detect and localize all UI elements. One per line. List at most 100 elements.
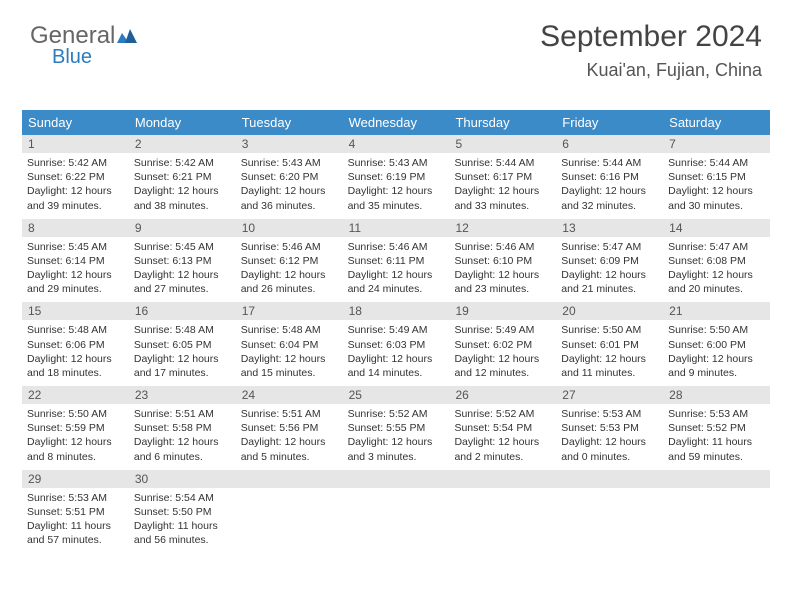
day-number: 28 <box>663 386 770 404</box>
day-line: Daylight: 11 hours <box>27 519 124 533</box>
week-block: 891011121314Sunrise: 5:45 AMSunset: 6:14… <box>22 219 770 303</box>
day-number: 2 <box>129 135 236 153</box>
day-text: Sunrise: 5:48 AMSunset: 6:06 PMDaylight:… <box>27 323 124 380</box>
day-line: Daylight: 12 hours <box>561 435 658 449</box>
day-line: Daylight: 12 hours <box>241 268 338 282</box>
day-number: 26 <box>449 386 556 404</box>
day-line: Sunset: 6:15 PM <box>668 170 765 184</box>
day-line: Sunset: 6:06 PM <box>27 338 124 352</box>
logo-text-2: Blue <box>52 46 92 69</box>
day-cell: Sunrise: 5:44 AMSunset: 6:17 PMDaylight:… <box>449 153 556 219</box>
day-line: Sunrise: 5:50 AM <box>27 407 124 421</box>
day-number-row: 22232425262728 <box>22 386 770 404</box>
day-line: and 29 minutes. <box>27 282 124 296</box>
day-line: Sunrise: 5:48 AM <box>241 323 338 337</box>
week-row: Sunrise: 5:48 AMSunset: 6:06 PMDaylight:… <box>22 320 770 386</box>
day-line: and 3 minutes. <box>348 450 445 464</box>
week-block: 22232425262728Sunrise: 5:50 AMSunset: 5:… <box>22 386 770 470</box>
day-line: and 20 minutes. <box>668 282 765 296</box>
day-cell: Sunrise: 5:50 AMSunset: 5:59 PMDaylight:… <box>22 404 129 470</box>
weekday-header: Tuesday <box>236 110 343 135</box>
day-cell: Sunrise: 5:46 AMSunset: 6:11 PMDaylight:… <box>343 237 450 303</box>
day-line: Sunrise: 5:50 AM <box>668 323 765 337</box>
day-text: Sunrise: 5:53 AMSunset: 5:51 PMDaylight:… <box>27 491 124 548</box>
day-line: Sunrise: 5:46 AM <box>348 240 445 254</box>
weekday-header: Sunday <box>22 110 129 135</box>
day-cell: Sunrise: 5:51 AMSunset: 5:56 PMDaylight:… <box>236 404 343 470</box>
day-line: and 27 minutes. <box>134 282 231 296</box>
weekday-header: Thursday <box>449 110 556 135</box>
day-line: Sunrise: 5:51 AM <box>134 407 231 421</box>
day-text: Sunrise: 5:45 AMSunset: 6:14 PMDaylight:… <box>27 240 124 297</box>
day-line: Sunset: 5:53 PM <box>561 421 658 435</box>
day-line: Sunset: 6:13 PM <box>134 254 231 268</box>
day-cell <box>449 488 556 554</box>
day-cell <box>556 488 663 554</box>
day-line: Sunrise: 5:48 AM <box>134 323 231 337</box>
day-line: and 26 minutes. <box>241 282 338 296</box>
day-cell: Sunrise: 5:49 AMSunset: 6:02 PMDaylight:… <box>449 320 556 386</box>
day-text: Sunrise: 5:46 AMSunset: 6:10 PMDaylight:… <box>454 240 551 297</box>
day-cell: Sunrise: 5:43 AMSunset: 6:20 PMDaylight:… <box>236 153 343 219</box>
day-number-row: 1234567 <box>22 135 770 153</box>
day-text: Sunrise: 5:51 AMSunset: 5:58 PMDaylight:… <box>134 407 231 464</box>
day-number: 16 <box>129 302 236 320</box>
day-cell: Sunrise: 5:49 AMSunset: 6:03 PMDaylight:… <box>343 320 450 386</box>
day-line: Sunset: 5:55 PM <box>348 421 445 435</box>
day-line: Sunrise: 5:54 AM <box>134 491 231 505</box>
week-row: Sunrise: 5:53 AMSunset: 5:51 PMDaylight:… <box>22 488 770 554</box>
day-line: Daylight: 12 hours <box>348 435 445 449</box>
day-cell: Sunrise: 5:46 AMSunset: 6:12 PMDaylight:… <box>236 237 343 303</box>
day-cell: Sunrise: 5:45 AMSunset: 6:14 PMDaylight:… <box>22 237 129 303</box>
day-line: and 23 minutes. <box>454 282 551 296</box>
day-line: Sunset: 5:59 PM <box>27 421 124 435</box>
day-line: Sunrise: 5:47 AM <box>668 240 765 254</box>
day-number: 24 <box>236 386 343 404</box>
week-row: Sunrise: 5:50 AMSunset: 5:59 PM Daylight:… <box>22 404 770 470</box>
day-number: 20 <box>556 302 663 320</box>
day-cell: Sunrise: 5:44 AMSunset: 6:16 PMDaylight:… <box>556 153 663 219</box>
day-line: and 17 minutes. <box>134 366 231 380</box>
day-cell: Sunrise: 5:53 AMSunset: 5:53 PMDaylight:… <box>556 404 663 470</box>
day-number: 10 <box>236 219 343 237</box>
day-text: Sunrise: 5:53 AMSunset: 5:53 PMDaylight:… <box>561 407 658 464</box>
day-line: Daylight: 12 hours <box>27 352 124 366</box>
day-cell: Sunrise: 5:51 AMSunset: 5:58 PMDaylight:… <box>129 404 236 470</box>
day-cell: Sunrise: 5:52 AMSunset: 5:55 PMDaylight:… <box>343 404 450 470</box>
day-line: Sunset: 6:09 PM <box>561 254 658 268</box>
day-line: Sunrise: 5:47 AM <box>561 240 658 254</box>
day-number: 19 <box>449 302 556 320</box>
weekday-header-row: Sunday Monday Tuesday Wednesday Thursday… <box>22 110 770 135</box>
day-cell: Sunrise: 5:42 AMSunset: 6:22 PMDaylight:… <box>22 153 129 219</box>
weekday-header: Friday <box>556 110 663 135</box>
day-number: 14 <box>663 219 770 237</box>
day-line: Daylight: 12 hours <box>348 352 445 366</box>
day-line: Sunset: 5:50 PM <box>134 505 231 519</box>
day-line: Daylight: 12 hours <box>134 184 231 198</box>
day-number <box>449 470 556 488</box>
day-line: and 30 minutes. <box>668 199 765 213</box>
day-line: Daylight: 12 hours <box>454 352 551 366</box>
day-line: Daylight: 12 hours <box>454 435 551 449</box>
day-line: Daylight: 11 hours <box>668 435 765 449</box>
day-line: Sunrise: 5:51 AM <box>241 407 338 421</box>
day-text: Sunrise: 5:53 AMSunset: 5:52 PMDaylight:… <box>668 407 765 464</box>
weekday-header: Saturday <box>663 110 770 135</box>
day-cell: Sunrise: 5:50 AMSunset: 6:00 PMDaylight:… <box>663 320 770 386</box>
day-line: and 56 minutes. <box>134 533 231 547</box>
day-cell: Sunrise: 5:42 AMSunset: 6:21 PMDaylight:… <box>129 153 236 219</box>
day-line: Sunrise: 5:52 AM <box>454 407 551 421</box>
day-line: Daylight: 12 hours <box>454 268 551 282</box>
weekday-header: Monday <box>129 110 236 135</box>
day-number: 1 <box>22 135 129 153</box>
day-line: Daylight: 12 hours <box>134 435 231 449</box>
day-line: and 15 minutes. <box>241 366 338 380</box>
day-number: 30 <box>129 470 236 488</box>
day-number: 17 <box>236 302 343 320</box>
day-line: and 9 minutes. <box>668 366 765 380</box>
day-line: Sunset: 5:52 PM <box>668 421 765 435</box>
day-line: Sunset: 6:14 PM <box>27 254 124 268</box>
day-line: Daylight: 12 hours <box>561 352 658 366</box>
day-line: Sunrise: 5:48 AM <box>27 323 124 337</box>
day-line: and 2 minutes. <box>454 450 551 464</box>
